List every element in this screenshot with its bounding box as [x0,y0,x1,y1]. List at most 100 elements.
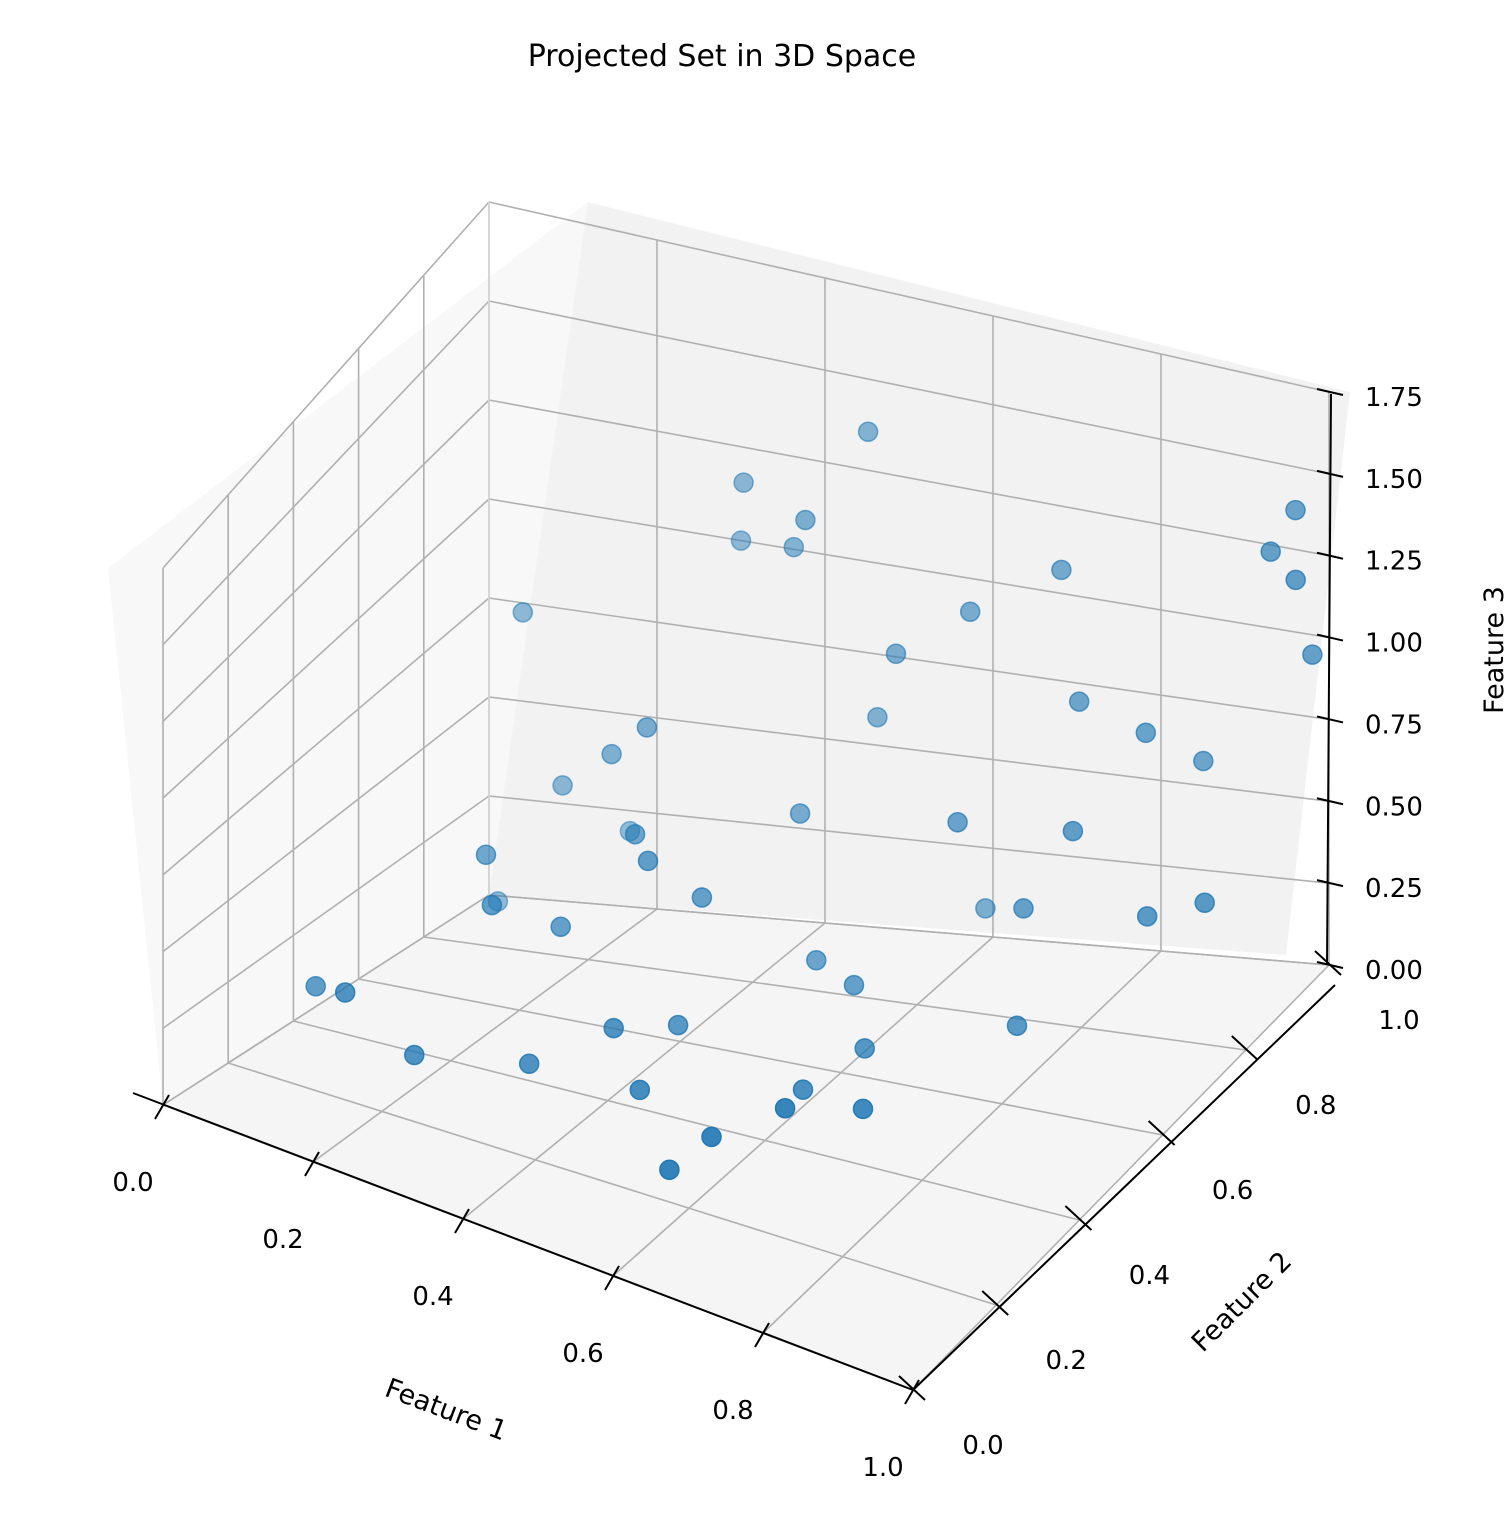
scatter-point [783,536,805,558]
scatter-point [1193,750,1214,772]
scatter-point [691,887,713,908]
x-tick [154,1094,170,1120]
x-grid-line [462,922,826,1220]
scatter-point [806,950,827,971]
y-tick [1147,1120,1176,1146]
scatter-point [1135,722,1157,744]
y-axis-label: Feature 2 [1186,1246,1298,1358]
scatter-point [733,472,754,493]
back-pane [489,202,1350,955]
y-axis-line [912,984,1336,1391]
y-tick-label: 0.0 [962,1431,1003,1461]
x-grid-line [912,964,1330,1391]
scatter-point [404,1044,425,1066]
y-grid-line [423,936,1246,1051]
z-grid-line [488,696,1330,803]
scatter-point [1285,499,1306,521]
scatter-point [305,976,326,997]
x-tick-label: 0.6 [562,1339,603,1369]
y-grid-line [227,1062,997,1306]
x-tick-label: 0.4 [412,1282,453,1312]
scatter-point [852,1098,874,1120]
x-tick [754,1322,770,1348]
x-tick [454,1208,470,1234]
scatter-point [975,898,996,919]
scatter-point [1260,541,1281,562]
z-tick-label: 1.50 [1365,465,1423,495]
scatter-point [1051,559,1072,581]
y-tick-label: 0.4 [1129,1261,1170,1291]
x-grid-line [612,936,994,1277]
scatter-point [959,601,981,622]
x-tick-label: 0.2 [262,1225,303,1255]
y-tick-label: 0.2 [1046,1346,1087,1376]
scatter-point [774,1097,796,1119]
scatter-point [1302,644,1323,665]
scatter-point [1068,691,1090,712]
scatter-points [305,421,1323,1181]
scatter-point [552,775,573,796]
x-tick [904,1379,920,1405]
z-axis-label: Feature 3 [1479,586,1507,714]
z-tick-label: 0.75 [1365,710,1423,740]
z-grid-line [488,795,1330,884]
scatter-point [867,706,888,728]
z-grid-line [488,300,1330,475]
y-grid-line [358,978,1163,1136]
x-grid-line [312,908,658,1163]
x-grid-line [762,950,1162,1334]
z-tick [1316,879,1344,888]
scatter-point [624,824,646,845]
scatter-point [730,530,752,551]
scatter-point [481,894,503,916]
scatter-point [1013,898,1034,919]
scatter-point [512,602,534,623]
z-tick [1316,551,1344,560]
z-grid-line [162,498,490,799]
y-tick [898,1375,926,1401]
floor-pane [163,895,1329,1390]
y-tick [1231,1035,1259,1061]
y-tick-label: 1.0 [1378,1006,1419,1036]
scatter-point [659,1159,680,1181]
scatter-point [885,643,907,665]
z-grid-line [488,597,1330,721]
scatter-point [637,850,659,872]
scatter-point [1062,820,1084,842]
scatter-point [701,1126,722,1148]
z-tick [1316,388,1344,396]
scatter-point [947,812,968,833]
z-tick-label: 0.25 [1365,874,1423,904]
x-axis-line [132,1092,914,1391]
scatter-point [843,974,865,996]
scatter-point [1006,1015,1028,1036]
y-tick [1064,1205,1093,1231]
z-grid-line [488,498,1330,639]
z-grid-line [488,894,1330,966]
z-grid-line [162,696,490,953]
scatter-point [629,1079,651,1101]
z-tick-label: 0.00 [1365,956,1423,986]
scatter-point [667,1014,689,1036]
z-tick [1316,961,1344,969]
y-tick [981,1290,1009,1316]
scatter-point [1136,906,1158,927]
z-tick [1316,715,1344,724]
y-tick-label: 0.8 [1295,1091,1336,1121]
scatter-point [334,982,356,1003]
z-grid-line [162,795,490,1029]
z-grid-line [488,201,1330,393]
z-tick [1316,469,1344,478]
z-grid-line [162,300,490,646]
scatter-point [1194,892,1215,913]
scatter-point [789,803,811,824]
scatter-point [475,844,497,866]
x-axis-label: Feature 1 [381,1373,511,1447]
z-tick [1316,797,1344,806]
scatter-point [854,1038,875,1059]
scatter-point [857,421,879,443]
z-tick-label: 1.25 [1365,547,1423,577]
axes: 0.0 0.2 0.4 0.6 0.8 1.0 0.0 0.2 0.4 0.6 0.8 1.0 0.00… [112,202,1423,1483]
